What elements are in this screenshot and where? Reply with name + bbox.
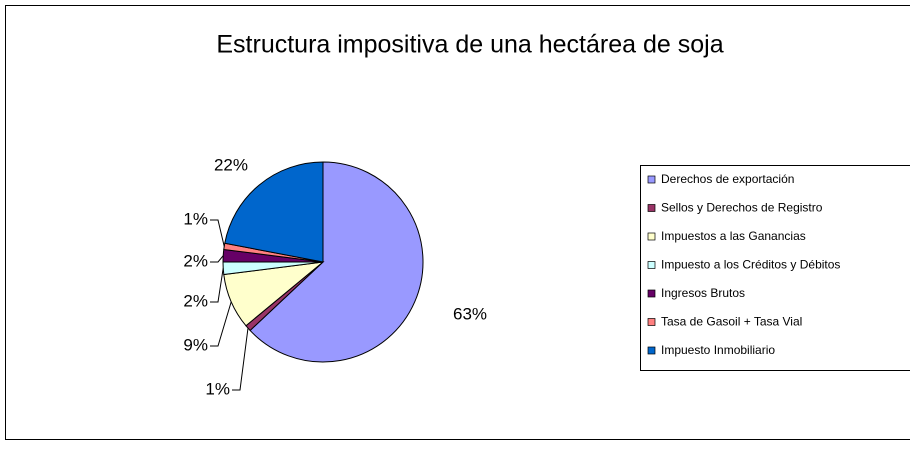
- legend-label: Impuestos a las Ganancias: [661, 229, 806, 243]
- data-label: 9%: [183, 335, 208, 354]
- chart-title: Estructura impositiva de una hectárea de…: [216, 31, 723, 59]
- legend-swatch: [648, 319, 655, 326]
- legend-label: Ingresos Brutos: [661, 286, 745, 300]
- legend-label: Derechos de exportación: [661, 172, 794, 186]
- data-label: 1%: [205, 379, 230, 398]
- legend-label: Tasa de Gasoil + Tasa Vial: [661, 315, 802, 329]
- data-label: 2%: [183, 251, 208, 270]
- legend-swatch: [648, 262, 655, 269]
- legend-swatch: [648, 347, 655, 354]
- data-label: 63%: [453, 304, 487, 323]
- legend-label: Impuesto a los Créditos y Débitos: [661, 258, 840, 272]
- legend-swatch: [648, 205, 655, 212]
- data-label: 1%: [183, 209, 208, 228]
- legend-label: Sellos y Derechos de Registro: [661, 201, 823, 215]
- legend-swatch: [648, 290, 655, 297]
- legend-label: Impuesto Inmobiliario: [661, 343, 775, 357]
- data-label: 22%: [214, 155, 248, 174]
- legend-swatch: [648, 176, 655, 183]
- legend-swatch: [648, 233, 655, 240]
- data-label: 2%: [183, 291, 208, 310]
